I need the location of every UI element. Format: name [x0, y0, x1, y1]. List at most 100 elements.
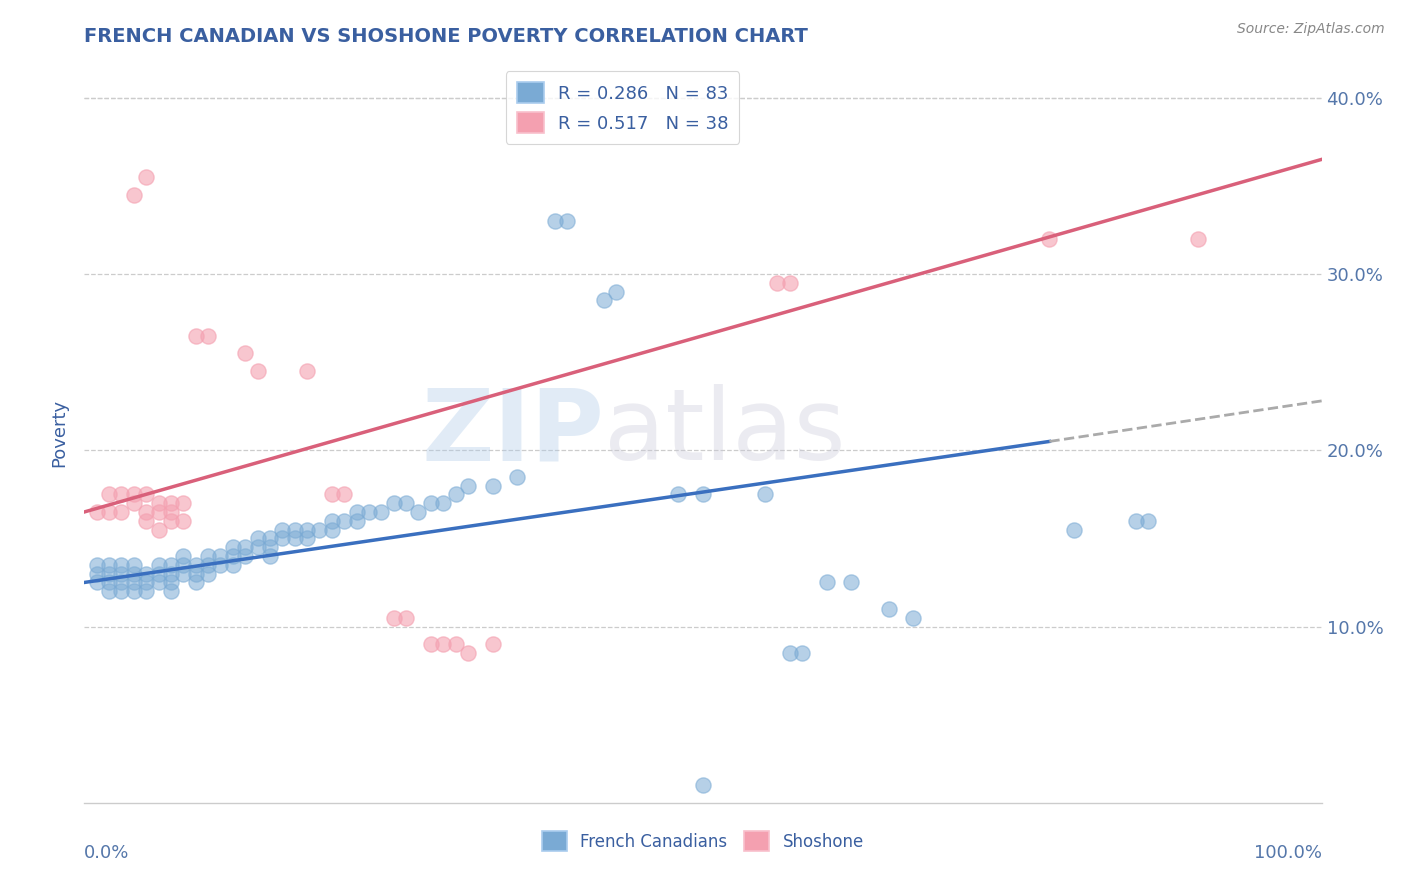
Point	[135, 584, 157, 599]
Point	[790, 646, 813, 660]
Point	[86, 505, 108, 519]
Text: Source: ZipAtlas.com: Source: ZipAtlas.com	[1237, 22, 1385, 37]
Point	[308, 523, 330, 537]
Point	[98, 566, 121, 581]
Point	[506, 469, 529, 483]
Point	[903, 610, 925, 624]
Point	[692, 778, 714, 792]
Point	[754, 487, 776, 501]
Point	[346, 505, 368, 519]
Point	[259, 549, 281, 563]
Legend: French Canadians, Shoshone: French Canadians, Shoshone	[536, 825, 870, 857]
Point	[148, 523, 170, 537]
Point	[160, 566, 183, 581]
Point	[98, 584, 121, 599]
Point	[333, 487, 356, 501]
Point	[666, 487, 689, 501]
Point	[382, 496, 405, 510]
Point	[110, 575, 132, 590]
Point	[295, 523, 318, 537]
Point	[135, 566, 157, 581]
Point	[543, 214, 565, 228]
Point	[98, 505, 121, 519]
Point	[110, 566, 132, 581]
Point	[1063, 523, 1085, 537]
Point	[271, 523, 294, 537]
Point	[395, 496, 418, 510]
Point	[98, 558, 121, 572]
Point	[1125, 514, 1147, 528]
Point	[593, 293, 616, 308]
Point	[233, 549, 256, 563]
Point	[295, 532, 318, 546]
Point	[605, 285, 627, 299]
Point	[160, 558, 183, 572]
Point	[481, 637, 503, 651]
Point	[172, 549, 194, 563]
Point	[408, 505, 430, 519]
Point	[110, 584, 132, 599]
Point	[160, 496, 183, 510]
Point	[98, 575, 121, 590]
Point	[382, 610, 405, 624]
Point	[877, 602, 900, 616]
Point	[160, 584, 183, 599]
Point	[172, 566, 194, 581]
Point	[419, 496, 441, 510]
Point	[160, 505, 183, 519]
Point	[271, 532, 294, 546]
Text: ZIP: ZIP	[422, 384, 605, 481]
Point	[444, 637, 467, 651]
Point	[86, 558, 108, 572]
Point	[233, 346, 256, 360]
Point	[321, 514, 343, 528]
Point	[284, 532, 307, 546]
Point	[766, 276, 789, 290]
Point	[346, 514, 368, 528]
Point	[259, 540, 281, 554]
Point	[184, 328, 207, 343]
Point	[122, 584, 145, 599]
Point	[233, 540, 256, 554]
Point	[246, 532, 269, 546]
Point	[692, 487, 714, 501]
Point	[419, 637, 441, 651]
Point	[135, 169, 157, 184]
Point	[222, 558, 245, 572]
Point	[110, 505, 132, 519]
Point	[184, 558, 207, 572]
Point	[110, 487, 132, 501]
Y-axis label: Poverty: Poverty	[51, 399, 69, 467]
Point	[148, 566, 170, 581]
Point	[432, 496, 454, 510]
Point	[815, 575, 838, 590]
Point	[135, 575, 157, 590]
Point	[148, 496, 170, 510]
Point	[172, 496, 194, 510]
Point	[122, 558, 145, 572]
Point	[246, 364, 269, 378]
Point	[333, 514, 356, 528]
Text: 100.0%: 100.0%	[1254, 844, 1322, 862]
Point	[209, 558, 232, 572]
Point	[284, 523, 307, 537]
Point	[160, 514, 183, 528]
Point	[122, 487, 145, 501]
Point	[197, 558, 219, 572]
Point	[135, 505, 157, 519]
Point	[86, 575, 108, 590]
Point	[184, 575, 207, 590]
Point	[135, 514, 157, 528]
Point	[432, 637, 454, 651]
Point	[457, 646, 479, 660]
Point	[295, 364, 318, 378]
Point	[209, 549, 232, 563]
Text: 0.0%: 0.0%	[84, 844, 129, 862]
Text: atlas: atlas	[605, 384, 845, 481]
Point	[135, 487, 157, 501]
Point	[395, 610, 418, 624]
Point	[197, 549, 219, 563]
Point	[779, 646, 801, 660]
Point	[259, 532, 281, 546]
Point	[1187, 232, 1209, 246]
